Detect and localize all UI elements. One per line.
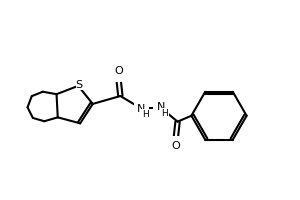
Text: N: N	[157, 102, 165, 112]
Text: H: H	[161, 109, 168, 118]
Text: O: O	[114, 66, 123, 76]
Text: N: N	[137, 104, 145, 114]
Text: O: O	[171, 141, 180, 151]
Text: H: H	[142, 110, 148, 119]
Text: S: S	[76, 80, 83, 90]
